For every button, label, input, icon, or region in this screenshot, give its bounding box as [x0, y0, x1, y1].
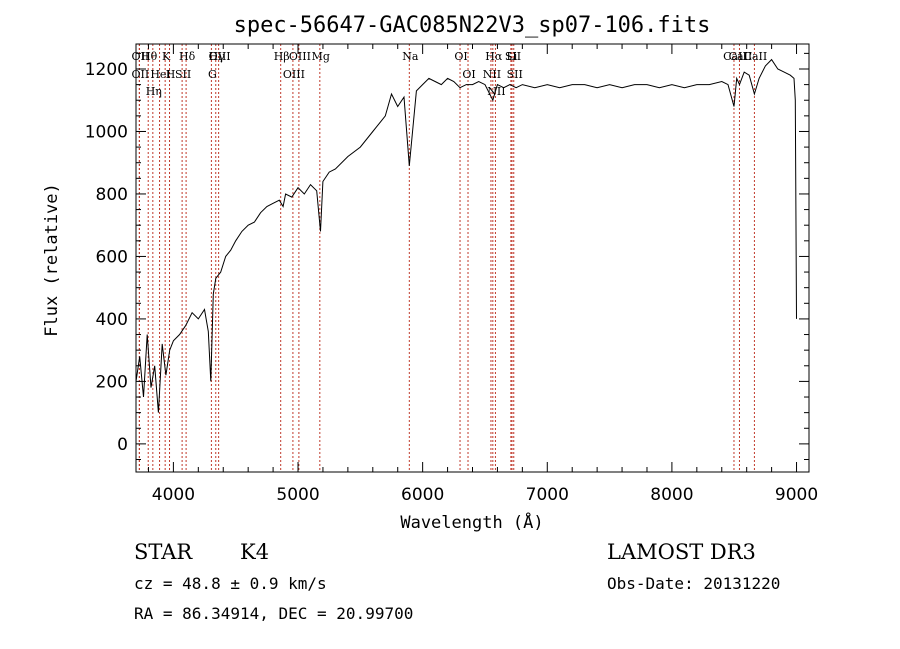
- line-marker-label: Hα: [485, 50, 503, 63]
- line-marker-label: G: [208, 68, 217, 81]
- y-tick-label: 200: [96, 372, 128, 392]
- x-axis-label: Wavelength (Å): [400, 511, 543, 533]
- line-marker-label: OI: [462, 68, 475, 81]
- line-marker-label: Li: [506, 50, 517, 63]
- line-marker-label: Na: [402, 50, 419, 63]
- chart-title: spec-56647-GAC085N22V3_sp07-106.fits: [234, 13, 711, 38]
- redshift-readout: cz = 48.8 ± 0.9 km/s: [134, 574, 327, 593]
- y-axis: 0 200 400 600 800 1000 1200: [85, 52, 809, 461]
- line-marker-label: Hδ: [179, 50, 196, 63]
- line-marker-label: Hθ: [141, 50, 158, 63]
- line-marker-label: OIII: [289, 50, 311, 63]
- y-tick-label: 1000: [85, 122, 128, 142]
- line-marker-label: NII: [487, 85, 505, 98]
- line-marker-label: Hη: [146, 85, 162, 98]
- line-marker-label: SII: [505, 50, 521, 63]
- y-tick-label: 800: [96, 185, 128, 205]
- spectrum-line: [135, 58, 797, 413]
- line-marker-label: Mg: [312, 50, 330, 63]
- line-marker-label: OI: [454, 50, 467, 63]
- x-tick-label: 6000: [401, 485, 444, 505]
- line-marker-label: K: [162, 50, 171, 63]
- line-marker-label: Hβ: [274, 50, 290, 63]
- object-class: STAR: [134, 540, 193, 564]
- line-marker-label: H: [166, 68, 176, 81]
- obs-date: Obs-Date: 20131220: [607, 574, 781, 593]
- line-marker-label: OII: [132, 50, 150, 63]
- x-axis: 4000 5000 6000 7000 8000 9000: [147, 44, 818, 505]
- y-tick-label: 400: [96, 310, 128, 330]
- line-marker-label: CaII: [729, 50, 753, 63]
- line-marker-label: SII: [507, 68, 523, 81]
- line-marker-label: OII: [132, 68, 150, 81]
- x-tick-label: 9000: [775, 485, 818, 505]
- line-markers: [138, 44, 755, 472]
- line-marker-label: CaII: [723, 50, 747, 63]
- line-marker-label: CaII: [744, 50, 768, 63]
- y-tick-label: 1200: [85, 60, 128, 80]
- x-tick-label: 7000: [526, 485, 569, 505]
- y-tick-label: 0: [117, 435, 128, 455]
- line-marker-label: Hγ: [209, 50, 226, 63]
- y-axis-label: Flux (relative): [42, 183, 62, 337]
- line-marker-label: OIII: [283, 68, 305, 81]
- plot-frame: [135, 43, 810, 473]
- x-tick-label: 4000: [152, 485, 195, 505]
- line-marker-label: NII: [483, 68, 501, 81]
- survey-name: LAMOST DR3: [607, 540, 756, 564]
- line-marker-label: OIII: [209, 50, 231, 63]
- line-marker-label: HeI: [150, 68, 170, 81]
- coordinates: RA = 86.34914, DEC = 20.99700: [134, 604, 414, 623]
- x-tick-label: 8000: [650, 485, 693, 505]
- line-marker-label: SII: [175, 68, 191, 81]
- x-tick-label: 5000: [276, 485, 319, 505]
- object-subclass: K4: [240, 540, 270, 564]
- y-tick-label: 600: [96, 247, 128, 267]
